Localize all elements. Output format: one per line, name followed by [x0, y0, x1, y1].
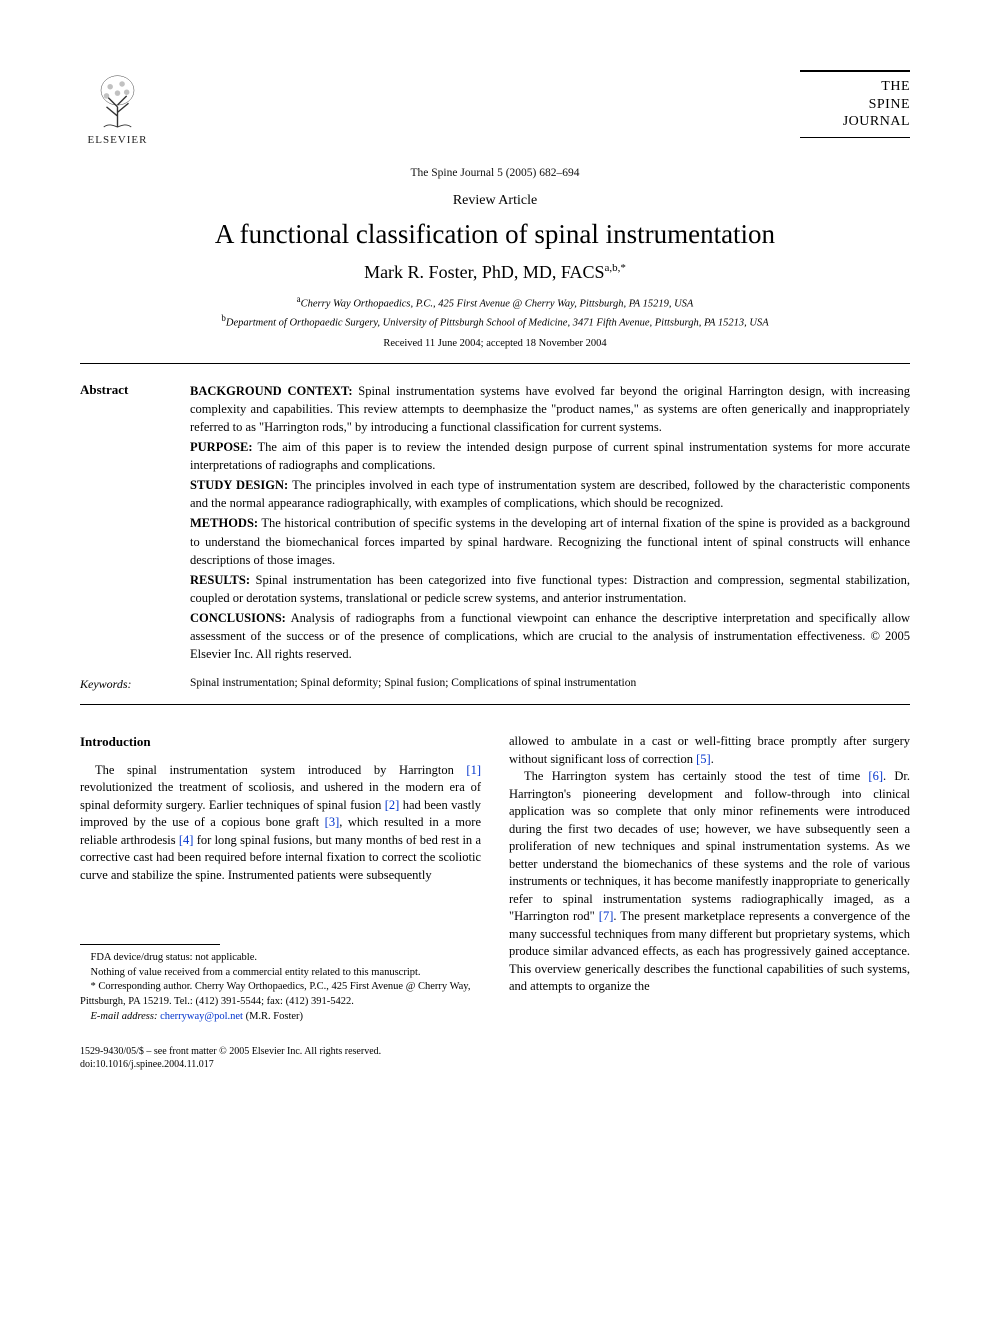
journal-logo-line: JOURNAL: [800, 113, 910, 131]
elsevier-tree-icon: [90, 70, 145, 130]
abstract-purpose: PURPOSE: The aim of this paper is to rev…: [190, 438, 910, 474]
abstract-head: STUDY DESIGN:: [190, 478, 288, 492]
text-run: The spinal instrumentation system introd…: [95, 763, 466, 777]
publisher-logo: ELSEVIER: [80, 70, 155, 155]
column-left: Introduction The spinal instrumentation …: [80, 733, 481, 1024]
ref-link[interactable]: [1]: [466, 763, 481, 777]
article-type: Review Article: [80, 193, 910, 209]
ref-link[interactable]: [2]: [385, 798, 400, 812]
footer-copyright: 1529-9430/05/$ – see front matter © 2005…: [80, 1045, 910, 1059]
affiliations: aCherry Way Orthopaedics, P.C., 425 Firs…: [80, 293, 910, 332]
abstract-text: Spinal instrumentation has been categori…: [190, 573, 910, 605]
abstract-head: PURPOSE:: [190, 440, 253, 454]
ref-link[interactable]: [4]: [179, 833, 194, 847]
author-affiliation-marks: a,b,*: [605, 262, 626, 274]
journal-logo-text: THE SPINE JOURNAL: [800, 70, 910, 138]
abstract-conclusions: CONCLUSIONS: Analysis of radiographs fro…: [190, 609, 910, 663]
header-row: ELSEVIER THE SPINE JOURNAL: [80, 70, 910, 155]
article-dates: Received 11 June 2004; accepted 18 Novem…: [80, 338, 910, 349]
abstract-content: BACKGROUND CONTEXT: Spinal instrumentati…: [190, 382, 910, 666]
abstract-text: The historical contribution of specific …: [190, 516, 910, 566]
abstract-text: The aim of this paper is to review the i…: [190, 440, 910, 472]
publisher-name: ELSEVIER: [88, 134, 148, 146]
affiliation-b: bDepartment of Orthopaedic Surgery, Univ…: [80, 312, 910, 331]
body-columns: Introduction The spinal instrumentation …: [80, 733, 910, 1024]
journal-logo-line: SPINE: [800, 96, 910, 114]
abstract-block: Abstract BACKGROUND CONTEXT: Spinal inst…: [80, 382, 910, 666]
intro-paragraph-2: The Harrington system has certainly stoo…: [509, 768, 910, 996]
author-name: Mark R. Foster, PhD, MD, FACS: [364, 262, 604, 282]
journal-reference: The Spine Journal 5 (2005) 682–694: [80, 167, 910, 179]
page-footer: 1529-9430/05/$ – see front matter © 2005…: [80, 1045, 910, 1072]
column-right: allowed to ambulate in a cast or well-fi…: [509, 733, 910, 1024]
abstract-methods: METHODS: The historical contribution of …: [190, 514, 910, 568]
abstract-text: The principles involved in each type of …: [190, 478, 910, 510]
intro-paragraph-1-cont: allowed to ambulate in a cast or well-fi…: [509, 733, 910, 768]
footnotes: FDA device/drug status: not applicable. …: [80, 951, 481, 1024]
footnote-coi: Nothing of value received from a commerc…: [80, 966, 481, 981]
abstract-head: METHODS:: [190, 516, 258, 530]
ref-link[interactable]: [3]: [325, 815, 340, 829]
divider-mid: [80, 704, 910, 705]
keywords-label: Keywords:: [80, 677, 190, 692]
footnote-email: E-mail address: cherryway@pol.net (M.R. …: [80, 1010, 481, 1025]
abstract-head: CONCLUSIONS:: [190, 611, 286, 625]
abstract-label: Abstract: [80, 382, 190, 666]
footer-doi: doi:10.1016/j.spinee.2004.11.017: [80, 1058, 910, 1072]
journal-logo: THE SPINE JOURNAL: [800, 70, 910, 138]
footnote-corresponding: * Corresponding author. Cherry Way Ortho…: [80, 980, 481, 1009]
ref-link[interactable]: [7]: [599, 909, 614, 923]
email-tail: (M.R. Foster): [243, 1011, 303, 1022]
introduction-heading: Introduction: [80, 733, 481, 751]
ref-link[interactable]: [6]: [868, 769, 883, 783]
text-run: . Dr. Harrington's pioneering developmen…: [509, 769, 910, 923]
journal-logo-line: THE: [800, 78, 910, 96]
email-link[interactable]: cherryway@pol.net: [160, 1011, 243, 1022]
divider-top: [80, 363, 910, 364]
affiliation-a: aCherry Way Orthopaedics, P.C., 425 Firs…: [80, 293, 910, 312]
ref-link[interactable]: [5]: [696, 752, 711, 766]
text-run: .: [711, 752, 714, 766]
abstract-head: RESULTS:: [190, 573, 250, 587]
text-run: The Harrington system has certainly stoo…: [524, 769, 868, 783]
affiliation-a-text: Cherry Way Orthopaedics, P.C., 425 First…: [301, 299, 694, 310]
footnote-fda: FDA device/drug status: not applicable.: [80, 951, 481, 966]
abstract-head: BACKGROUND CONTEXT:: [190, 384, 353, 398]
abstract-results: RESULTS: Spinal instrumentation has been…: [190, 571, 910, 607]
abstract-background: BACKGROUND CONTEXT: Spinal instrumentati…: [190, 382, 910, 436]
abstract-text: Analysis of radiographs from a functiona…: [190, 611, 910, 661]
abstract-study-design: STUDY DESIGN: The principles involved in…: [190, 476, 910, 512]
keywords-content: Spinal instrumentation; Spinal deformity…: [190, 677, 910, 692]
email-label: E-mail address:: [91, 1011, 161, 1022]
footnotes-divider: [80, 944, 220, 945]
affiliation-b-text: Department of Orthopaedic Surgery, Unive…: [226, 318, 769, 329]
intro-paragraph-1: The spinal instrumentation system introd…: [80, 762, 481, 885]
authors: Mark R. Foster, PhD, MD, FACSa,b,*: [80, 262, 910, 283]
article-title: A functional classification of spinal in…: [80, 219, 910, 250]
keywords-row: Keywords: Spinal instrumentation; Spinal…: [80, 677, 910, 692]
